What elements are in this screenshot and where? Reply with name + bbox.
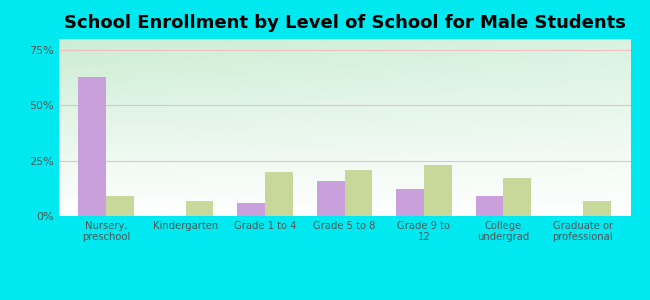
Bar [186,200,213,216]
Bar [317,181,345,216]
Bar [503,178,531,216]
Title: School Enrollment by Level of School for Male Students: School Enrollment by Level of School for… [64,14,625,32]
Bar [79,76,106,216]
Bar [583,200,610,216]
Bar [396,190,424,216]
Bar [344,169,372,216]
Bar [265,172,293,216]
Bar [237,203,265,216]
Bar [424,165,452,216]
Bar [476,196,503,216]
Bar [106,196,134,216]
